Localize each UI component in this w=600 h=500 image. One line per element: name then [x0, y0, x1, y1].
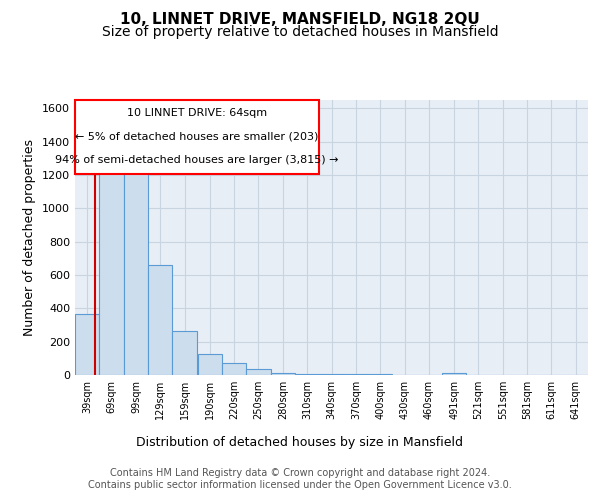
FancyBboxPatch shape	[75, 100, 319, 174]
Bar	[148, 265, 172, 375]
Text: Contains public sector information licensed under the Open Government Licence v3: Contains public sector information licen…	[88, 480, 512, 490]
Text: 10 LINNET DRIVE: 64sqm: 10 LINNET DRIVE: 64sqm	[127, 108, 267, 118]
Bar	[197, 354, 222, 375]
Bar	[222, 364, 246, 375]
Bar	[172, 331, 197, 375]
Bar	[442, 372, 466, 375]
Bar	[124, 174, 148, 375]
Bar	[75, 314, 100, 375]
Bar	[344, 374, 368, 375]
Text: ← 5% of detached houses are smaller (203): ← 5% of detached houses are smaller (203…	[75, 132, 319, 141]
Bar	[368, 374, 392, 375]
Bar	[295, 374, 319, 375]
Bar	[271, 372, 295, 375]
Text: 10, LINNET DRIVE, MANSFIELD, NG18 2QU: 10, LINNET DRIVE, MANSFIELD, NG18 2QU	[120, 12, 480, 28]
Bar	[100, 165, 124, 375]
Bar	[246, 369, 271, 375]
Y-axis label: Number of detached properties: Number of detached properties	[23, 139, 37, 336]
Bar	[319, 374, 344, 375]
Text: 94% of semi-detached houses are larger (3,815) →: 94% of semi-detached houses are larger (…	[55, 154, 338, 164]
Text: Size of property relative to detached houses in Mansfield: Size of property relative to detached ho…	[101, 25, 499, 39]
Text: Distribution of detached houses by size in Mansfield: Distribution of detached houses by size …	[137, 436, 464, 449]
Text: Contains HM Land Registry data © Crown copyright and database right 2024.: Contains HM Land Registry data © Crown c…	[110, 468, 490, 477]
